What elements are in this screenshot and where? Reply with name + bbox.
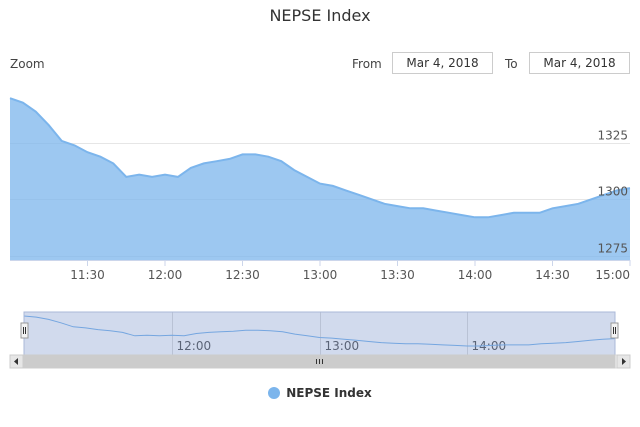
- y-tick-label: 1325: [597, 129, 628, 143]
- y-tick-label: 1275: [597, 242, 628, 256]
- navigator-right-handle[interactable]: [610, 322, 619, 339]
- from-date-input[interactable]: [392, 52, 493, 74]
- x-tick-label: 14:00: [458, 268, 493, 282]
- navigator-left-handle[interactable]: [20, 322, 29, 339]
- x-tick-label: 11:30: [70, 268, 105, 282]
- from-label: From: [352, 57, 382, 71]
- scrollbar-grip-icon: [316, 359, 323, 364]
- x-tick-label: 13:00: [303, 268, 338, 282]
- chart-title: NEPSE Index: [269, 6, 371, 25]
- navigator-grid: [172, 312, 468, 356]
- navigator-tick-label: 12:00: [177, 339, 212, 353]
- y-tick-label: 1300: [597, 185, 628, 199]
- to-date-input[interactable]: [529, 52, 630, 74]
- scroll-right-button[interactable]: [616, 354, 631, 369]
- x-tick-label: 12:00: [148, 268, 183, 282]
- x-tick-label: 12:30: [225, 268, 260, 282]
- series-line[interactable]: [9, 97, 631, 219]
- legend[interactable]: NEPSE Index: [0, 386, 640, 400]
- navigator-series-line: [23, 315, 616, 347]
- x-axis: 11:30 12:00 12:30 13:00 13:30 14:00 14:30 15:00: [10, 260, 631, 282]
- navigator-tick-label: 13:00: [325, 339, 360, 353]
- navigator-selected-range[interactable]: [23, 311, 616, 357]
- scrollbar[interactable]: [9, 354, 631, 369]
- zoom-label: Zoom: [10, 57, 45, 71]
- plot-area: [9, 97, 631, 260]
- series-area[interactable]: [10, 98, 630, 260]
- scroll-left-button[interactable]: [9, 354, 24, 369]
- x-tick-label: 14:30: [535, 268, 570, 282]
- x-tick-label: 15:00: [595, 268, 630, 282]
- x-tick-label: 13:30: [380, 268, 415, 282]
- legend-item-label[interactable]: NEPSE Index: [286, 386, 372, 400]
- y-axis: 1275 1300 1325: [597, 129, 628, 256]
- to-label: To: [505, 57, 518, 71]
- legend-marker-icon: [268, 387, 281, 399]
